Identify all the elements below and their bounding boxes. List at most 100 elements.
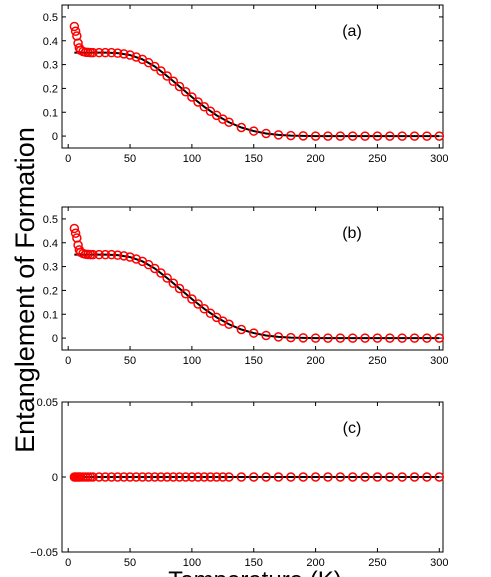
marker bbox=[180, 87, 191, 97]
marker bbox=[372, 333, 383, 343]
marker bbox=[248, 472, 259, 482]
marker bbox=[224, 117, 234, 128]
marker bbox=[397, 472, 407, 482]
x-tick-label: 0 bbox=[65, 153, 71, 165]
marker bbox=[112, 250, 123, 260]
marker bbox=[174, 283, 185, 294]
x-tick-label: 50 bbox=[124, 355, 136, 367]
marker bbox=[236, 324, 247, 335]
marker bbox=[69, 21, 80, 32]
marker bbox=[434, 333, 445, 343]
x-tick-label: 100 bbox=[183, 153, 201, 165]
x-tick-label: 300 bbox=[430, 557, 448, 569]
panel-label: (c) bbox=[343, 420, 362, 437]
x-tick-label: 250 bbox=[368, 153, 386, 165]
marker bbox=[434, 472, 445, 482]
marker bbox=[310, 472, 321, 482]
marker bbox=[112, 472, 123, 482]
x-tick-label: 150 bbox=[245, 153, 263, 165]
marker bbox=[100, 47, 111, 58]
y-tick-label: 0 bbox=[52, 131, 58, 143]
marker bbox=[236, 472, 247, 482]
marker bbox=[298, 333, 308, 343]
x-tick-label: 0 bbox=[65, 355, 71, 367]
marker bbox=[310, 333, 321, 343]
marker bbox=[286, 472, 296, 482]
marker bbox=[193, 472, 203, 482]
x-tick-label: 100 bbox=[183, 355, 201, 367]
y-tick-label: 0.3 bbox=[43, 262, 58, 274]
marker bbox=[397, 333, 407, 343]
marker bbox=[125, 50, 135, 60]
y-tick-label: 0.3 bbox=[43, 60, 58, 72]
marker bbox=[347, 131, 358, 141]
marker bbox=[261, 128, 271, 139]
marker bbox=[360, 333, 370, 343]
y-tick-label: −0.05 bbox=[30, 547, 58, 559]
marker bbox=[88, 47, 98, 58]
marker bbox=[422, 472, 432, 482]
marker bbox=[150, 61, 160, 72]
marker bbox=[273, 332, 284, 342]
x-axis-label: Temperature (K) bbox=[168, 567, 341, 577]
marker bbox=[224, 319, 234, 330]
marker bbox=[162, 71, 172, 81]
marker bbox=[199, 102, 210, 112]
marker bbox=[422, 333, 432, 343]
plot-area bbox=[61, 206, 444, 351]
marker bbox=[261, 330, 271, 341]
marker bbox=[286, 332, 296, 343]
marker bbox=[193, 97, 203, 107]
marker bbox=[69, 223, 80, 234]
marker bbox=[409, 333, 420, 343]
marker bbox=[422, 131, 432, 141]
marker bbox=[156, 472, 166, 482]
marker bbox=[150, 263, 160, 274]
y-tick-label: 0 bbox=[52, 333, 58, 345]
y-tick-label: 0.5 bbox=[43, 12, 58, 24]
marker bbox=[131, 472, 141, 482]
y-tick-label: 0.5 bbox=[43, 214, 58, 226]
x-tick-label: 250 bbox=[368, 355, 386, 367]
marker bbox=[224, 472, 234, 482]
y-tick-label: 0.2 bbox=[43, 83, 58, 95]
marker bbox=[347, 472, 358, 482]
marker bbox=[360, 472, 370, 482]
marker bbox=[211, 472, 222, 482]
marker bbox=[119, 472, 129, 482]
marker bbox=[323, 472, 333, 482]
marker bbox=[180, 472, 191, 482]
x-tick-label: 150 bbox=[245, 355, 263, 367]
x-tick-label: 200 bbox=[306, 355, 324, 367]
marker bbox=[273, 472, 284, 482]
marker bbox=[323, 333, 333, 343]
y-tick-label: 0.1 bbox=[43, 107, 58, 119]
marker bbox=[174, 81, 185, 92]
marker bbox=[385, 131, 395, 141]
marker bbox=[248, 328, 259, 338]
marker bbox=[298, 472, 308, 482]
marker bbox=[236, 122, 247, 133]
marker bbox=[168, 76, 179, 87]
y-tick-label: 0.2 bbox=[43, 285, 58, 297]
marker bbox=[168, 278, 179, 289]
marker bbox=[385, 333, 395, 343]
marker bbox=[156, 268, 166, 278]
marker bbox=[131, 254, 141, 264]
marker bbox=[143, 472, 154, 482]
x-tick-label: 200 bbox=[306, 557, 324, 569]
x-tick-label: 50 bbox=[124, 153, 136, 165]
marker bbox=[70, 26, 81, 36]
x-tick-label: 300 bbox=[430, 153, 448, 165]
marker bbox=[131, 52, 141, 62]
marker bbox=[335, 131, 346, 141]
panel-label: (b) bbox=[342, 225, 362, 242]
marker bbox=[137, 472, 148, 482]
marker bbox=[218, 472, 228, 482]
marker bbox=[119, 251, 129, 261]
marker bbox=[372, 472, 383, 482]
marker bbox=[187, 472, 197, 482]
y-tick-label: 0.4 bbox=[43, 238, 58, 250]
